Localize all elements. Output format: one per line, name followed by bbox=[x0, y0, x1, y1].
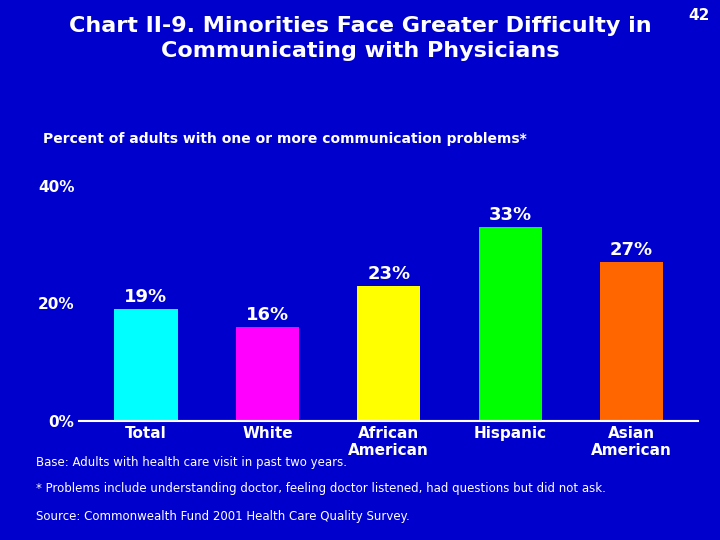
Text: * Problems include understanding doctor, feeling doctor listened, had questions : * Problems include understanding doctor,… bbox=[36, 482, 606, 495]
Bar bbox=[479, 227, 541, 421]
Bar bbox=[600, 262, 663, 421]
Bar bbox=[357, 286, 420, 421]
Text: 42: 42 bbox=[688, 8, 709, 23]
Text: 23%: 23% bbox=[367, 265, 410, 283]
Text: Source: Commonwealth Fund 2001 Health Care Quality Survey.: Source: Commonwealth Fund 2001 Health Ca… bbox=[36, 510, 410, 523]
Text: 33%: 33% bbox=[489, 206, 532, 224]
Text: 27%: 27% bbox=[610, 241, 653, 259]
Bar bbox=[236, 327, 299, 421]
Bar bbox=[114, 309, 178, 421]
Text: 19%: 19% bbox=[125, 288, 168, 306]
Text: 16%: 16% bbox=[246, 306, 289, 324]
Text: Percent of adults with one or more communication problems*: Percent of adults with one or more commu… bbox=[43, 132, 527, 146]
Text: Base: Adults with health care visit in past two years.: Base: Adults with health care visit in p… bbox=[36, 456, 347, 469]
Text: Chart II-9. Minorities Face Greater Difficulty in
Communicating with Physicians: Chart II-9. Minorities Face Greater Diff… bbox=[68, 16, 652, 61]
